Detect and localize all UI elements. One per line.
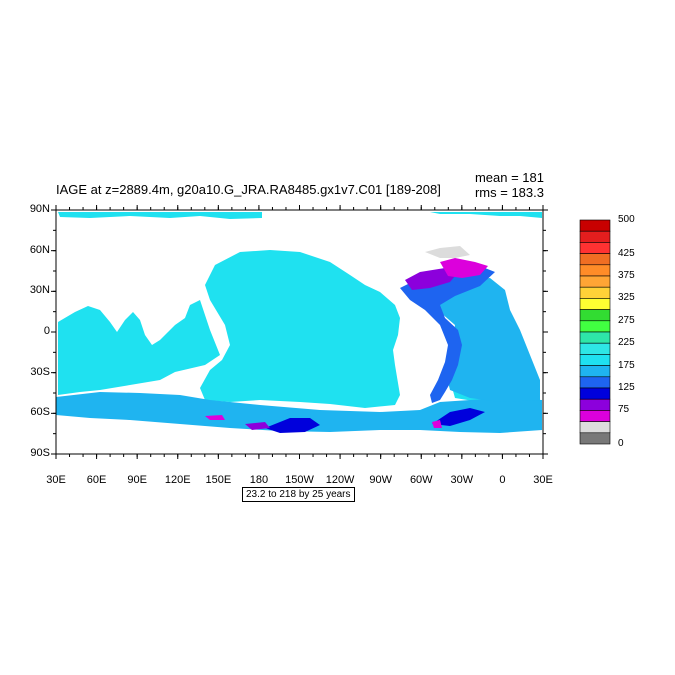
colorbar-label: 275 — [618, 314, 635, 326]
colorbar-label: 500 — [618, 214, 635, 225]
colorbar-swatch — [579, 410, 611, 422]
atlantic-low — [400, 266, 495, 403]
lon-label: 30E — [46, 474, 66, 486]
colorbar-label: 375 — [618, 270, 635, 281]
southern-deep-east — [432, 408, 485, 426]
colorbar-swatch — [579, 275, 611, 288]
lat-label: 30S — [30, 365, 50, 378]
indian-ocean — [58, 300, 220, 395]
colorbar — [579, 219, 611, 445]
stats-box: mean = 181 rms = 183.3 — [475, 170, 544, 200]
colorbar-swatch — [579, 320, 611, 333]
lon-label: 30W — [450, 474, 474, 486]
lon-label: 150W — [285, 474, 314, 486]
colorbar-swatch — [579, 264, 611, 277]
axis-ticks — [51, 205, 548, 459]
lon-label: 90E — [127, 474, 147, 486]
pacific-ocean — [200, 250, 400, 408]
greenland-gray — [425, 246, 470, 258]
colorbar-swatch — [579, 242, 611, 254]
colorbar-swatch — [579, 298, 611, 310]
colorbar-label: 325 — [618, 292, 635, 304]
colorbar-swatch — [579, 253, 611, 266]
lat-label: 0 — [43, 325, 50, 337]
antarctica — [56, 438, 543, 454]
colorbar-swatch — [579, 354, 611, 366]
mean-value: mean = 181 — [474, 170, 544, 185]
lon-label: 60W — [409, 474, 433, 486]
plot-title: IAGE at z=2889.4m, g20a10.G_JRA.RA8485.g… — [56, 182, 441, 197]
colorbar-swatch — [579, 432, 611, 445]
ocean-field — [56, 212, 543, 454]
colorbar-swatch — [579, 331, 611, 344]
colorbar-swatch — [579, 398, 611, 411]
lon-label: 120W — [325, 474, 355, 486]
lon-label: 60E — [86, 474, 107, 486]
lon-label: 120E — [164, 474, 191, 486]
rms-value: rms = 183.3 — [474, 185, 544, 200]
lon-label: 150E — [205, 474, 232, 486]
colorbar-label: 425 — [618, 247, 635, 259]
arctic-ocean — [58, 212, 262, 219]
colorbar-swatch — [579, 376, 611, 389]
lat-label: 90N — [29, 203, 50, 215]
colorbar-swatch — [579, 309, 611, 322]
colorbar-swatch — [579, 230, 611, 243]
colorbar-swatch — [579, 387, 611, 400]
north-atlantic-magenta — [440, 258, 488, 278]
lat-label: 30N — [29, 284, 50, 297]
colorbar-swatch — [579, 219, 611, 232]
lon-label: 90W — [369, 474, 392, 486]
contour-interval-note: 23.2 to 218 by 25 years — [242, 487, 355, 502]
lat-label: 60N — [29, 243, 50, 256]
colorbar-swatch — [579, 342, 611, 355]
colorbar-label: 225 — [618, 337, 635, 349]
colorbar-swatch — [579, 286, 611, 299]
colorbar-label: 125 — [618, 382, 635, 393]
colorbar-swatch — [579, 365, 611, 378]
lon-label: 0 — [499, 474, 506, 486]
colorbar-swatch — [579, 421, 611, 434]
lon-label: 180 — [249, 474, 269, 486]
southern-magenta-east — [432, 420, 442, 428]
colorbar-label: 75 — [618, 404, 630, 416]
southern-ocean — [56, 392, 542, 433]
lon-label: 30E — [533, 474, 553, 486]
southern-purple — [245, 422, 270, 430]
southern-deep — [265, 418, 320, 433]
colorbar-label: 0 — [618, 438, 624, 449]
southern-magenta — [205, 415, 225, 420]
north-atlantic-purple — [405, 268, 460, 290]
lat-label: 90S — [30, 447, 50, 459]
arctic-ocean-east — [430, 212, 542, 218]
colorbar-label: 175 — [618, 359, 635, 371]
lat-label: 60S — [30, 406, 50, 419]
